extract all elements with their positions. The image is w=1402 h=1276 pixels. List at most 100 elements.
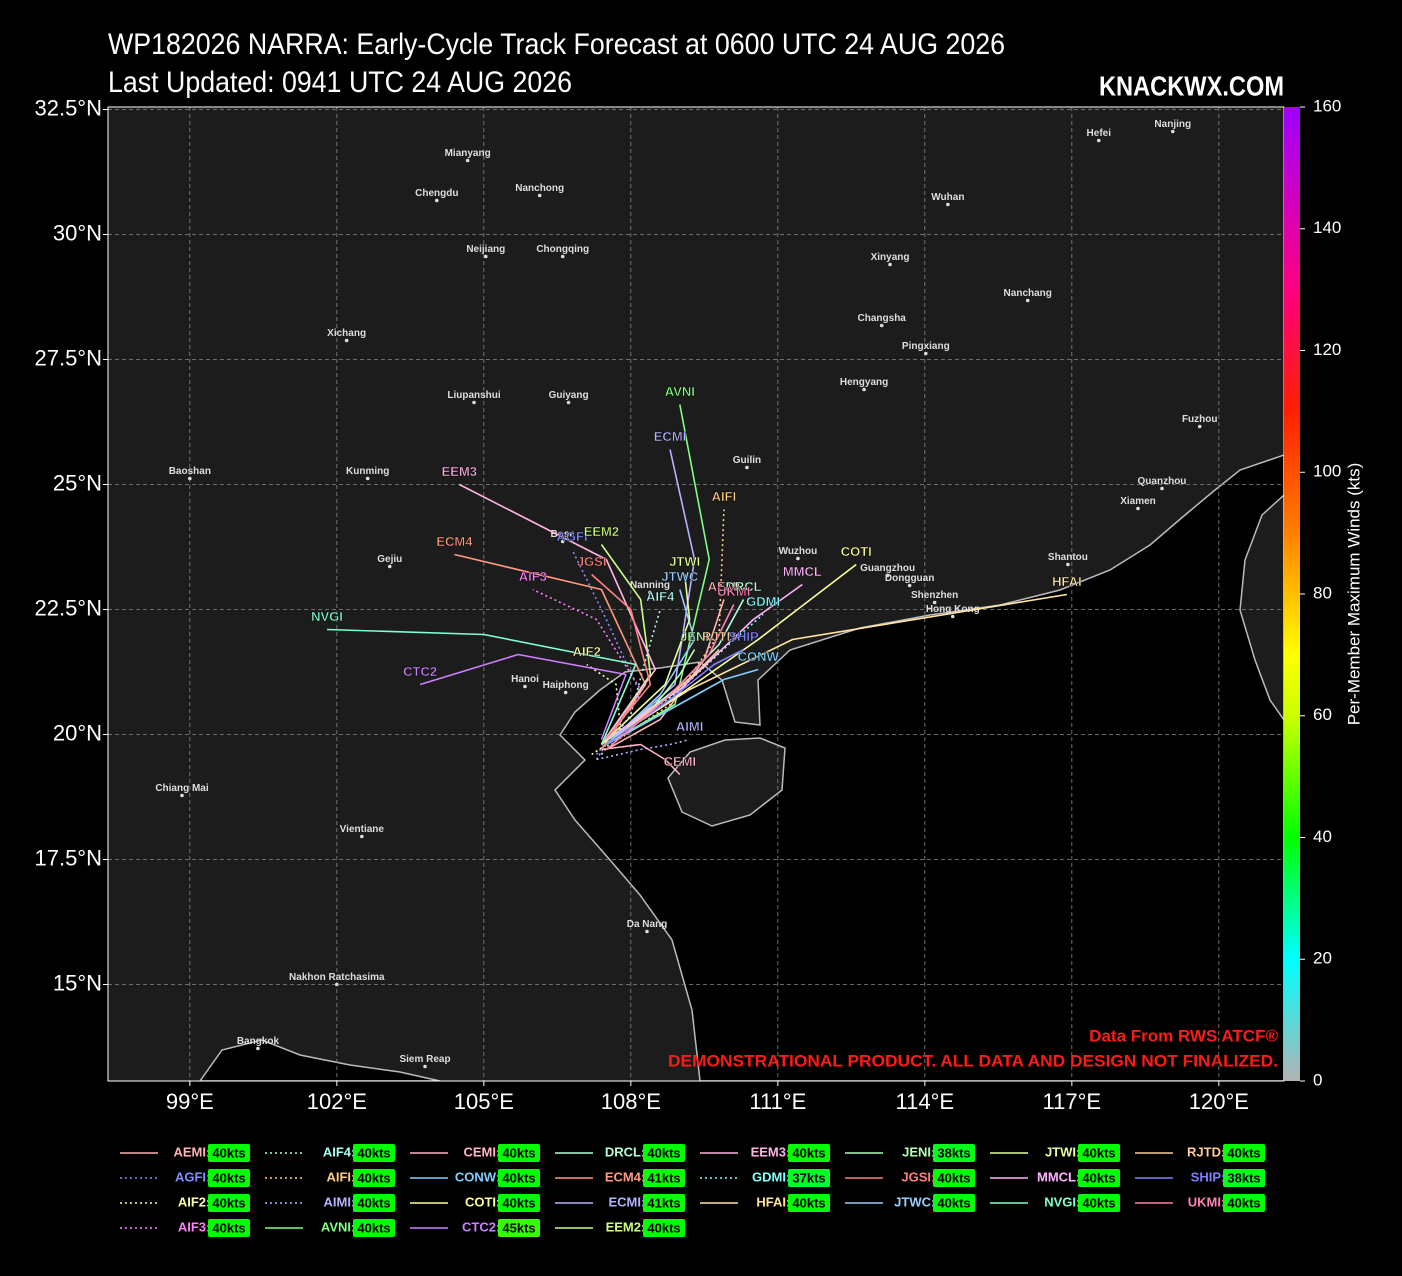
x-tick-label: 99°E <box>166 1089 214 1114</box>
track-label: UKMI <box>717 584 750 599</box>
track <box>605 668 759 746</box>
track-label: AVNI <box>665 384 695 399</box>
city-label: Quanzhou <box>1138 476 1187 487</box>
track-label: GDMI <box>746 594 780 609</box>
track <box>601 743 681 776</box>
axes: 99°E 102°E 105°E 108°E 111°E 114°E 117°E 120°E 1… <box>34 95 1248 1114</box>
track <box>605 648 720 746</box>
legend-label: MMCL <box>1037 1169 1076 1184</box>
track <box>571 549 642 755</box>
wind-label: 45kts <box>502 1220 535 1235</box>
track-label: ECMI <box>654 429 687 444</box>
wind-box <box>788 1194 830 1212</box>
city-marker <box>879 323 884 328</box>
track <box>605 604 735 751</box>
city-label: Hefei <box>1087 128 1112 139</box>
legend-label: HFAI <box>756 1194 786 1209</box>
wind-box <box>788 1144 830 1162</box>
city-label: Fuzhou <box>1182 414 1218 425</box>
colorbar-tick-label: 60 <box>1313 705 1332 724</box>
city-marker <box>907 583 912 588</box>
legend-label: AIFI <box>326 1169 351 1184</box>
track-label: COTI <box>841 544 872 559</box>
track <box>605 583 803 741</box>
city-label: Xiamen <box>1120 496 1156 507</box>
colorbar-label: Per-Member Maximum Winds (kts) <box>1344 463 1363 726</box>
wind-label: 41kts <box>647 1170 680 1185</box>
track <box>600 574 691 746</box>
track-label: CEMI <box>664 754 697 769</box>
legend-label: AIMI <box>324 1194 351 1209</box>
wind-label: 38kts <box>937 1145 970 1160</box>
wind-label: 40kts <box>937 1195 970 1210</box>
y-tick-label: 25°N <box>53 470 102 495</box>
wind-label: 40kts <box>1227 1195 1260 1210</box>
colorbar-tick-label: 40 <box>1313 827 1332 846</box>
track-label: JGSI <box>577 554 607 569</box>
wind-box <box>1078 1144 1120 1162</box>
city-label: Liupanshui <box>447 390 501 401</box>
legend-label: JENI <box>902 1144 931 1159</box>
legend-label: AIF3 <box>178 1219 206 1234</box>
sea <box>554 454 1284 1081</box>
y-tick-label: 30°N <box>53 220 102 245</box>
wind-label: 40kts <box>357 1220 390 1235</box>
wind-box <box>353 1194 395 1212</box>
legend-label: UKMI <box>1188 1194 1221 1209</box>
city-marker <box>360 834 364 839</box>
track-label: AIF2 <box>573 644 601 659</box>
city-label: Hong Kong <box>926 604 980 615</box>
wind-box <box>643 1194 685 1212</box>
city-label: Hengyang <box>840 377 888 388</box>
wind-label: 40kts <box>212 1145 245 1160</box>
legend-label: DRCL <box>605 1144 641 1159</box>
colorbar-tick-label: 120 <box>1313 340 1341 359</box>
city-marker <box>180 793 184 798</box>
legend: AEMI:40ktsAGFI:40ktsAIF2:40ktsAIF3:40kts… <box>120 1144 1265 1237</box>
legend-label: AIF4 <box>323 1144 352 1159</box>
city-marker <box>523 684 527 689</box>
wind-box <box>1078 1169 1120 1187</box>
gulf-of-thailand <box>199 1039 441 1081</box>
taiwan <box>1239 493 1284 722</box>
city-label: Nanchang <box>1004 288 1052 299</box>
legend-label: JTWI <box>1045 1144 1076 1159</box>
wind-box <box>1223 1194 1265 1212</box>
track <box>458 483 657 745</box>
city-marker <box>950 614 955 619</box>
city-label: Xichang <box>327 328 366 339</box>
city-label: Neijiang <box>466 244 505 255</box>
city-marker <box>560 539 565 544</box>
city-label: Bose <box>550 529 575 540</box>
track-label: ECM4 <box>436 534 473 549</box>
wind-box <box>208 1169 250 1187</box>
wind-box <box>498 1194 540 1212</box>
hainan <box>667 737 786 827</box>
wind-label: 40kts <box>212 1195 245 1210</box>
wind-label: 40kts <box>502 1145 535 1160</box>
city-label: Shenzhen <box>911 590 958 601</box>
wind-label: 40kts <box>647 1220 680 1235</box>
wind-label: 40kts <box>1082 1170 1115 1185</box>
source-note: Data From RWS ATCF® <box>1089 1026 1278 1045</box>
city-marker <box>946 202 950 207</box>
track-label: MMCL <box>783 564 822 579</box>
cities: Mianyang Chengdu Nanchong Neijiang Chongqing… <box>155 119 1218 1069</box>
track <box>610 593 1068 741</box>
city-label: Changsha <box>858 313 907 324</box>
wind-label: 40kts <box>212 1170 245 1185</box>
city-marker <box>932 600 937 605</box>
wind-label: 40kts <box>647 1145 680 1160</box>
wind-box <box>353 1219 395 1237</box>
wind-box <box>933 1144 975 1162</box>
x-tick-label: 105°E <box>454 1089 514 1114</box>
track-label: CTC2 <box>403 664 437 679</box>
city-marker <box>796 556 800 561</box>
city-label: Guiyang <box>549 390 589 401</box>
wind-label: 40kts <box>1227 1145 1260 1160</box>
track <box>419 653 627 740</box>
colorbar: Per-Member Maximum Winds (kts) 0 20 40 60 80… <box>1284 96 1363 1089</box>
wind-label: 40kts <box>357 1170 390 1185</box>
legend-label: EEM2 <box>606 1219 641 1234</box>
legend-label: EEM3 <box>751 1144 786 1159</box>
